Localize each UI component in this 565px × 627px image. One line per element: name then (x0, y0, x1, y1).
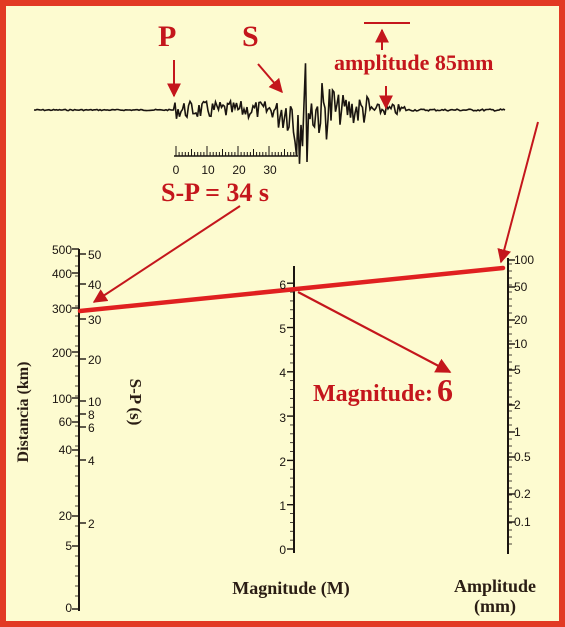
amplitude-tick-label: 100 (514, 253, 534, 267)
magnitude-result-line (77, 265, 506, 314)
sp-tick-label: 8 (88, 408, 95, 422)
amplitude-tick-label: 50 (514, 280, 528, 294)
distance-tick-label: 200 (52, 346, 72, 360)
distance-tick-label: 40 (59, 443, 73, 457)
amplitude-tick-label: 5 (514, 363, 521, 377)
sp-interval-label: S-P = 34 s (161, 178, 269, 207)
distance-tick-label: 0 (65, 601, 72, 615)
amplitude-label: amplitude 85mm (334, 50, 494, 75)
amplitude-axis-title-line1: Amplitude (453, 576, 536, 596)
magnitude-result-value: 6 (437, 372, 453, 408)
magnitude-axis-title: Magnitude (M) (232, 578, 350, 598)
amplitude-leader-arrow (497, 121, 539, 264)
s-arrow (257, 63, 283, 94)
distance-tick-label: 100 (52, 392, 72, 406)
time-scale-label: 30 (263, 163, 277, 177)
magnitude-result-label: Magnitude: (313, 381, 433, 407)
magnitude-tick-label: 1 (279, 499, 286, 513)
amplitude-tick-label: 0.2 (514, 487, 531, 501)
sp-tick-label: 6 (88, 421, 95, 435)
amplitude-axis-title: Amplitude (mm) (430, 576, 559, 616)
amplitude-tick-label: 1 (514, 425, 521, 439)
magnitude-axis (287, 266, 295, 553)
sp-tick-label: 30 (88, 313, 102, 327)
sp-leader-arrow (92, 205, 241, 303)
magnitude-result: Magnitude: 6 (313, 372, 453, 409)
time-scale-label: 10 (201, 163, 215, 177)
magnitude-tick-label: 0 (279, 543, 286, 557)
p-wave-label: P (158, 20, 177, 53)
magnitude-tick-label: 3 (279, 411, 286, 425)
distance-tick-label: 60 (59, 415, 73, 429)
magnitude-tick-label: 2 (279, 455, 286, 469)
distance-axis (72, 248, 86, 611)
distance-tick-label: 20 (59, 509, 73, 523)
sp-tick-label: 20 (88, 353, 102, 367)
sp-tick-label: 40 (88, 278, 102, 292)
sp-tick-label: 4 (88, 454, 95, 468)
sp-tick-label: 2 (88, 517, 95, 531)
amplitude-marker (364, 22, 410, 110)
diagram-canvas: 500 400 300 200 100 60 40 20 5 0 50 40 3… (33, 22, 539, 615)
amplitude-axis (507, 258, 515, 554)
distance-tick-label: 300 (52, 302, 72, 316)
sp-tick-label: 50 (88, 248, 102, 262)
s-wave-label: S (242, 20, 259, 53)
distance-tick-label: 500 (52, 243, 72, 257)
amplitude-tick-label: 0.5 (514, 450, 531, 464)
amplitude-tick-label: 2 (514, 398, 521, 412)
sp-tick-label: 10 (88, 395, 102, 409)
magnitude-tick-label: 4 (279, 366, 286, 380)
sp-axis-title: S-P (s) (126, 378, 145, 426)
amplitude-tick-label: 20 (514, 313, 528, 327)
amplitude-tick-label: 10 (514, 337, 528, 351)
distance-tick-label: 400 (52, 267, 72, 281)
seismogram-trace (33, 63, 506, 164)
time-scale-label: 20 (232, 163, 246, 177)
magnitude-leader-arrow (297, 291, 452, 373)
time-scale-label: 0 (173, 163, 180, 177)
amplitude-tick-label: 0.1 (514, 515, 531, 529)
seismogram-time-scale (174, 146, 301, 157)
distance-axis-title: Distancia (km) (15, 361, 32, 463)
distance-tick-label: 5 (65, 539, 72, 553)
amplitude-axis-title-line2: (mm) (474, 596, 516, 616)
magnitude-tick-label: 5 (279, 322, 286, 336)
magnitude-tick-label: 6 (279, 278, 286, 292)
